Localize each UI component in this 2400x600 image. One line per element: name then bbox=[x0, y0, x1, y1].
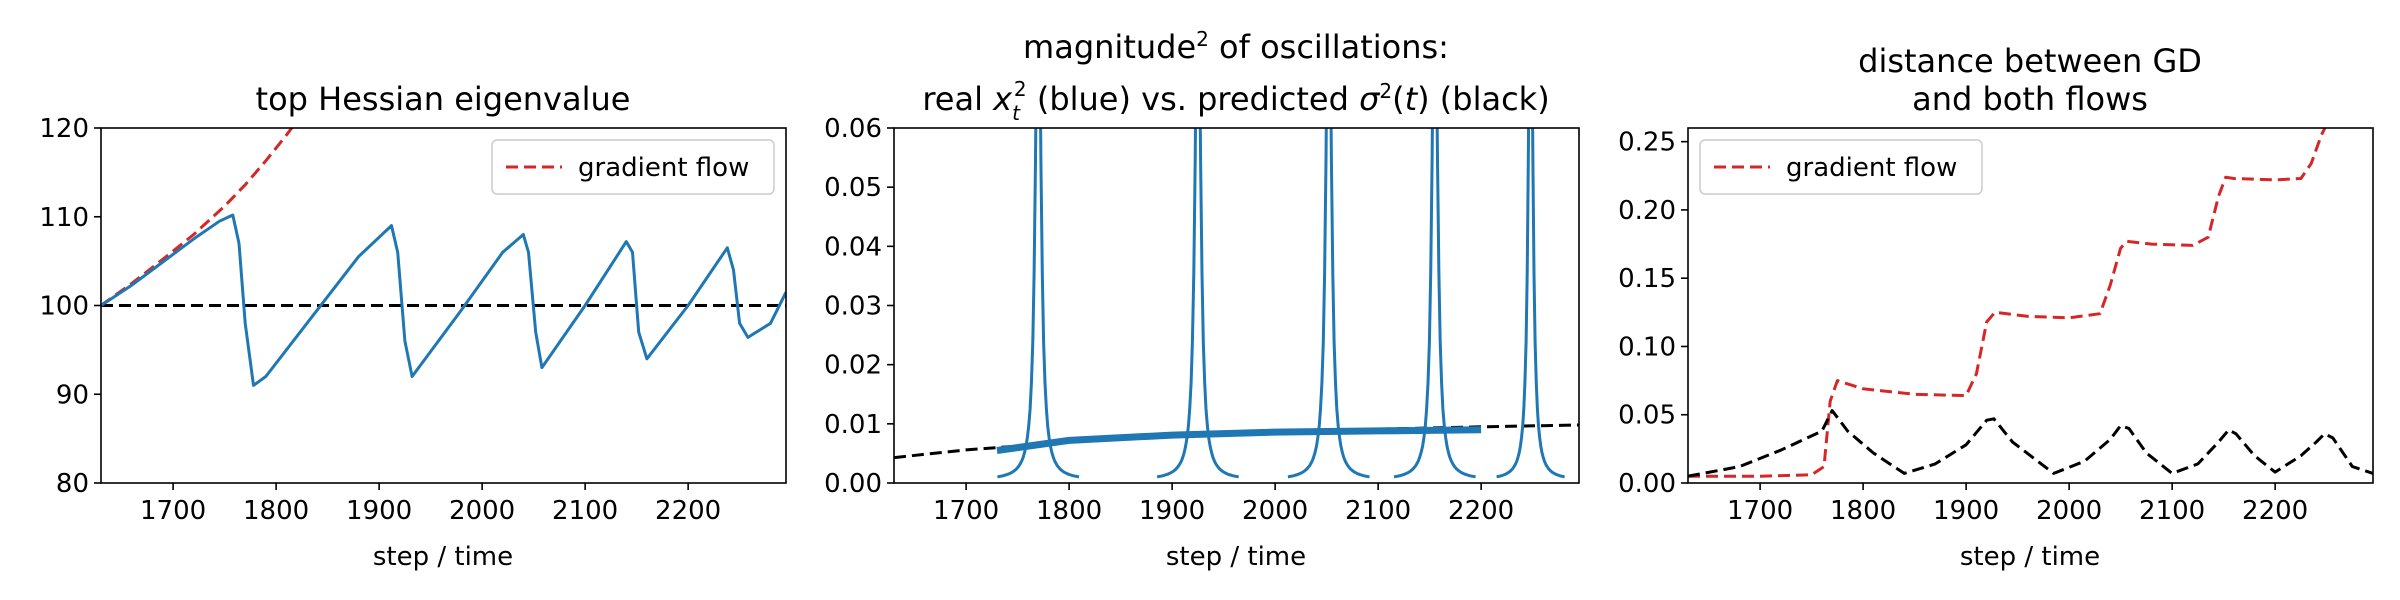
series-layer bbox=[894, 128, 1579, 479]
y-tick-label: 0.00 bbox=[1618, 469, 1676, 499]
x-tick-label: 2200 bbox=[655, 496, 721, 526]
title-var-sigma: σ bbox=[1359, 80, 1381, 118]
axes-frame bbox=[1687, 127, 2374, 484]
title-var-x: x bbox=[992, 80, 1013, 118]
y-tick-label: 0.25 bbox=[1618, 128, 1676, 158]
y-tick-label: 0.15 bbox=[1618, 264, 1676, 294]
y-tick-label: 0.05 bbox=[1618, 401, 1676, 431]
series-layer bbox=[101, 128, 786, 387]
legend-label: gradient flow bbox=[1786, 153, 1957, 183]
series-spike-3 bbox=[1393, 128, 1476, 479]
legend-box bbox=[1699, 139, 1983, 195]
legend: gradient flow bbox=[491, 139, 775, 195]
y-tick-label: 0.00 bbox=[824, 469, 882, 499]
y-tick-label: 120 bbox=[39, 114, 89, 144]
y-tick-label: 0.02 bbox=[824, 351, 882, 381]
title-text-e: ( bbox=[1392, 80, 1404, 118]
y-tick-label: 80 bbox=[56, 469, 89, 499]
series-line-0 bbox=[1688, 128, 2327, 478]
x-tick-label: 2000 bbox=[449, 496, 515, 526]
legend-box bbox=[491, 139, 775, 195]
title-text-c: real bbox=[922, 80, 993, 118]
x-tick-label: 2000 bbox=[1242, 496, 1308, 526]
title-sub-t: t bbox=[1012, 101, 1021, 125]
x-axis-label: step / time bbox=[1166, 542, 1306, 572]
y-tick-label: 0.20 bbox=[1618, 196, 1676, 226]
series-layer bbox=[1688, 128, 2373, 478]
y-tick-label: 0.06 bbox=[824, 114, 882, 144]
series-spike-2 bbox=[1287, 128, 1370, 479]
x-tick-label: 1900 bbox=[1139, 496, 1205, 526]
y-tick-label: 0.05 bbox=[824, 173, 882, 203]
superscript-2: 2 bbox=[1196, 27, 1209, 51]
series-line-0 bbox=[101, 128, 294, 307]
plot-area: 1700 1800 1900 2000 2100 2200 80 90 100 110 120 gra… bbox=[39, 114, 787, 526]
x-tick-label: 1900 bbox=[346, 496, 412, 526]
title-sup-2b: 2 bbox=[1379, 79, 1392, 103]
panel-title: top Hessian eigenvalue bbox=[256, 80, 631, 118]
legend: gradient flow bbox=[1699, 139, 1983, 195]
x-tick-label: 2100 bbox=[2139, 496, 2205, 526]
x-tick-label: 1700 bbox=[1727, 496, 1793, 526]
x-tick-label: 1800 bbox=[243, 496, 309, 526]
y-tick-label: 0.03 bbox=[824, 292, 882, 322]
panel-title-line-1: magnitude2 of oscillations: bbox=[1023, 27, 1449, 66]
panel-title-line-2: and both flows bbox=[1912, 80, 2148, 118]
panel-oscillation-magnitude: magnitude2 of oscillations: real xt2 (bl… bbox=[824, 27, 1580, 572]
panel-title-line-1: distance between GD bbox=[1858, 42, 2202, 80]
series-line-2 bbox=[101, 213, 786, 387]
series-line-1 bbox=[1688, 409, 2373, 478]
x-tick-label: 1800 bbox=[1830, 496, 1896, 526]
title-text-d: (blue) vs. predicted bbox=[1027, 80, 1359, 118]
series-line-1 bbox=[996, 426, 1482, 454]
title-text-a: magnitude bbox=[1023, 28, 1196, 66]
x-tick-label: 1900 bbox=[1933, 496, 1999, 526]
series-spike-4 bbox=[1496, 128, 1565, 479]
y-tick-label: 0.10 bbox=[1618, 332, 1676, 362]
x-axis-label: step / time bbox=[373, 542, 513, 572]
panel-eigenvalue: top Hessian eigenvalue 1700 1800 1900 2000 2… bbox=[39, 80, 787, 572]
legend-label: gradient flow bbox=[578, 153, 749, 183]
title-text-b: of oscillations: bbox=[1209, 28, 1449, 66]
panel-title-line-2: real xt2 (blue) vs. predicted σ2(t) (bla… bbox=[922, 77, 1549, 125]
y-tick-label: 0.01 bbox=[824, 410, 882, 440]
y-tick-label: 110 bbox=[39, 203, 89, 233]
x-tick-label: 1700 bbox=[140, 496, 206, 526]
title-text-f: ) (black) bbox=[1417, 80, 1550, 118]
y-tick-label: 90 bbox=[56, 380, 89, 410]
y-tick-label: 0.04 bbox=[824, 232, 882, 262]
x-tick-label: 1700 bbox=[933, 496, 999, 526]
title-sup-2a: 2 bbox=[1014, 77, 1027, 101]
x-tick-label: 2100 bbox=[1345, 496, 1411, 526]
series-spike-0 bbox=[997, 128, 1080, 479]
x-tick-label: 2100 bbox=[552, 496, 618, 526]
panel-distance: distance between GD and both flows 1700 1… bbox=[1618, 42, 2374, 572]
x-tick-label: 1800 bbox=[1036, 496, 1102, 526]
y-tick-label: 100 bbox=[39, 292, 89, 322]
plot-area: 1700 1800 1900 2000 2100 2200 0.00 0.05 0.10 0.15… bbox=[1618, 127, 2374, 526]
plot-area: 1700 1800 1900 2000 2100 2200 0.00 0.01 0.02 0.03… bbox=[824, 114, 1580, 526]
series-spike-1 bbox=[1156, 128, 1239, 479]
x-tick-label: 2000 bbox=[2036, 496, 2102, 526]
x-tick-label: 2200 bbox=[2242, 496, 2308, 526]
x-tick-label: 2200 bbox=[1448, 496, 1514, 526]
title-var-t: t bbox=[1405, 80, 1419, 118]
x-axis-label: step / time bbox=[1960, 542, 2100, 572]
